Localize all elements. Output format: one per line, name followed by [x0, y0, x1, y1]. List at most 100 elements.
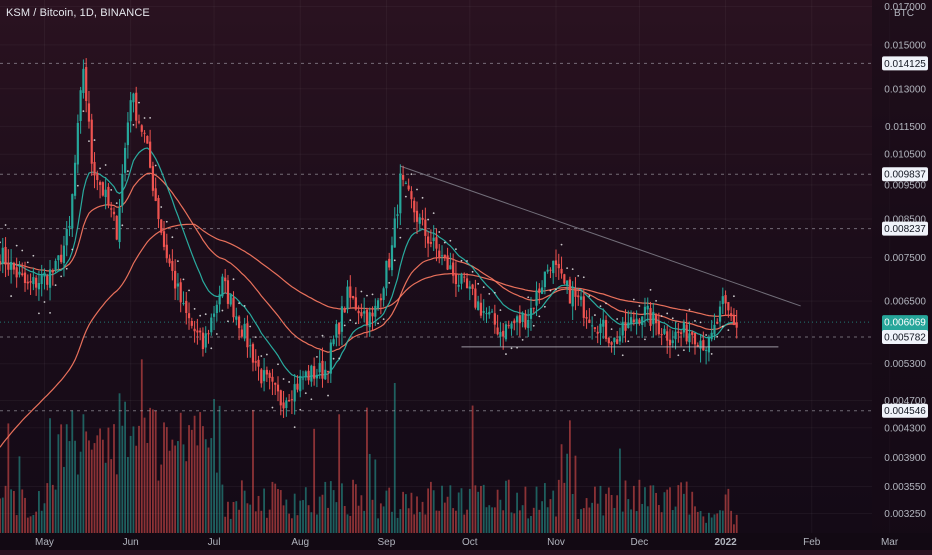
time-axis[interactable]: May Jun Jul Aug Sep Oct Nov Dec 2022 Feb Mar: [0, 533, 932, 550]
volume-bar: [655, 492, 657, 533]
volume-bar: [288, 513, 291, 533]
volume-bar: [88, 440, 90, 533]
volume-bar: [580, 509, 582, 533]
candle-body: [340, 306, 344, 332]
volume-bar: [329, 481, 332, 533]
volume-bar: [193, 415, 196, 533]
candle-body: [488, 311, 491, 315]
volume-bar: [527, 518, 530, 533]
psar-dot: [399, 236, 402, 239]
volume-bar: [724, 494, 727, 533]
parabolic-sar: [0, 101, 735, 429]
price-level-tag: [882, 330, 928, 345]
volume-bar: [271, 481, 274, 533]
psar-dot: [677, 354, 680, 357]
candle-body: [274, 382, 277, 385]
volume-bar: [335, 502, 338, 533]
volume-bar: [49, 418, 51, 533]
volume-bar: [74, 440, 76, 533]
candle-body: [146, 135, 149, 144]
volume-bar: [282, 505, 285, 533]
candle-body: [582, 296, 585, 318]
psar-dot: [321, 334, 324, 337]
price-tick-label: 0.005300: [884, 359, 926, 370]
volume-bar: [560, 444, 563, 533]
psar-dot: [493, 291, 496, 294]
volume-bar: [185, 461, 188, 533]
price-level-label: 0.008237: [884, 224, 926, 235]
candle-body: [279, 390, 282, 406]
volume-bar: [307, 505, 310, 533]
candle-body: [54, 260, 57, 272]
candle-body: [588, 319, 591, 323]
volume-bar: [327, 507, 329, 533]
volume-bar: [101, 439, 104, 533]
time-axis-bg: [0, 533, 932, 550]
volume-bar: [524, 486, 527, 533]
volume-bar: [60, 424, 63, 533]
volume-bar: [477, 491, 480, 533]
psar-dot: [126, 170, 129, 173]
volume-bar: [51, 484, 54, 533]
price-tick-label: 0.008500: [884, 214, 926, 225]
volume-bar: [24, 497, 26, 533]
candle-body: [705, 349, 708, 351]
candle-body: [443, 254, 446, 257]
candle-body: [112, 211, 116, 215]
candle-body: [374, 305, 377, 317]
volume-bar: [669, 487, 671, 533]
time-tick-label: Jul: [208, 537, 221, 548]
candle-body: [616, 339, 619, 344]
psar-dot: [416, 188, 418, 191]
candle-body: [402, 174, 405, 180]
candle-body: [538, 288, 541, 294]
candle-body: [176, 283, 180, 287]
candle-body: [680, 332, 683, 334]
price-tick-label: 0.003900: [884, 453, 926, 464]
volume-bar: [252, 409, 254, 533]
psar-dot: [505, 353, 507, 355]
candle-body: [379, 298, 382, 301]
candle-body: [513, 320, 516, 324]
volume-bar: [71, 410, 74, 533]
candle-body: [716, 321, 719, 324]
candle-body: [660, 334, 663, 336]
psar-dot: [510, 347, 513, 350]
psar-dot: [160, 206, 163, 208]
psar-dot: [4, 224, 7, 226]
candle-body: [563, 274, 566, 284]
candle-body: [351, 295, 355, 299]
psar-dot: [143, 117, 146, 119]
price-level-label: 0.005782: [884, 333, 926, 344]
psar-dot: [371, 293, 374, 296]
volume-bar: [552, 490, 555, 533]
candle-body: [371, 312, 374, 317]
volume-bar: [591, 502, 594, 533]
candle-body: [396, 214, 399, 216]
candle-body: [638, 319, 641, 324]
psar-dot: [671, 317, 674, 320]
volume-bar: [521, 505, 524, 533]
volume-bar: [235, 501, 238, 533]
psar-dot: [316, 355, 318, 358]
candle-body: [343, 308, 346, 313]
psar-dot: [327, 394, 329, 397]
volume-bar: [569, 420, 571, 533]
volume-bar: [594, 486, 596, 533]
psar-dot: [699, 321, 702, 324]
candle-body: [115, 215, 118, 240]
psar-dot: [232, 278, 235, 281]
candle-body: [691, 331, 694, 335]
volume-bar: [177, 441, 179, 533]
candle-body: [596, 331, 599, 334]
candle-body: [257, 359, 260, 367]
candle-body: [135, 92, 138, 121]
volume-bar: [599, 485, 602, 533]
volume-bar: [510, 512, 513, 533]
volume-bar: [215, 472, 218, 533]
psar-dot: [543, 305, 546, 308]
psar-dot: [638, 305, 641, 307]
